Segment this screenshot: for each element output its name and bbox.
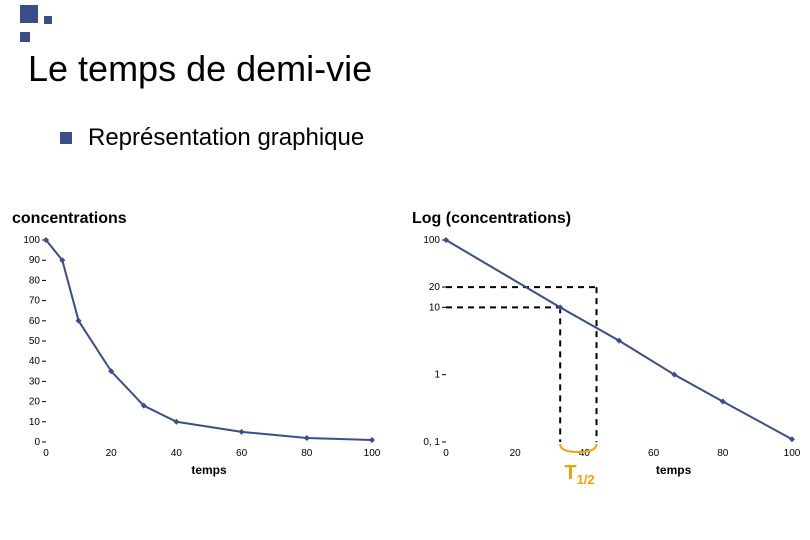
svg-text:40: 40 bbox=[579, 448, 591, 459]
svg-text:60: 60 bbox=[648, 448, 660, 459]
svg-text:100: 100 bbox=[23, 235, 40, 246]
svg-text:60: 60 bbox=[236, 448, 248, 459]
svg-text:0: 0 bbox=[34, 437, 40, 448]
svg-text:100: 100 bbox=[364, 448, 381, 459]
chart1-svg: 0 10 20 30 40 50 60 70 80 90 100 0 20 40 60 80 100 temps bbox=[12, 232, 382, 482]
svg-text:0: 0 bbox=[443, 448, 449, 459]
svg-text:70: 70 bbox=[29, 296, 41, 307]
svg-text:50: 50 bbox=[29, 336, 41, 347]
bullet-row: Représentation graphique bbox=[60, 124, 364, 152]
svg-text:temps: temps bbox=[191, 463, 227, 477]
svg-text:20: 20 bbox=[29, 397, 41, 408]
svg-text:20: 20 bbox=[429, 282, 441, 293]
svg-text:80: 80 bbox=[29, 275, 41, 286]
svg-text:60: 60 bbox=[29, 316, 41, 327]
chart2-svg: 0, 1 1 10 20 100 0 20 40 60 80 100 temps bbox=[412, 232, 802, 482]
svg-text:80: 80 bbox=[717, 448, 729, 459]
svg-text:90: 90 bbox=[29, 255, 41, 266]
chart1-title: concentrations bbox=[12, 210, 382, 228]
chart-linear: concentrations 0 10 20 30 40 50 60 70 80 90 100 0 20… bbox=[12, 210, 382, 482]
svg-text:0, 1: 0, 1 bbox=[423, 437, 440, 448]
svg-text:100: 100 bbox=[784, 448, 801, 459]
svg-text:30: 30 bbox=[29, 376, 41, 387]
svg-text:40: 40 bbox=[171, 448, 183, 459]
chart2-title: Log (concentrations) bbox=[412, 210, 802, 228]
svg-text:40: 40 bbox=[29, 356, 41, 367]
svg-text:temps: temps bbox=[656, 463, 692, 477]
svg-text:20: 20 bbox=[510, 448, 522, 459]
bullet-icon bbox=[60, 132, 72, 144]
svg-text:0: 0 bbox=[43, 448, 49, 459]
svg-text:10: 10 bbox=[29, 417, 41, 428]
svg-text:1: 1 bbox=[434, 370, 440, 381]
page-title: Le temps de demi-vie bbox=[28, 48, 372, 90]
svg-text:10: 10 bbox=[429, 302, 441, 313]
svg-text:80: 80 bbox=[301, 448, 313, 459]
t-half-label: T1/2 bbox=[564, 462, 594, 487]
bullet-text: Représentation graphique bbox=[88, 124, 364, 152]
svg-text:20: 20 bbox=[106, 448, 118, 459]
chart-log: Log (concentrations) 0, 1 1 10 20 100 0 20 40 60… bbox=[412, 210, 802, 482]
svg-text:100: 100 bbox=[423, 235, 440, 246]
